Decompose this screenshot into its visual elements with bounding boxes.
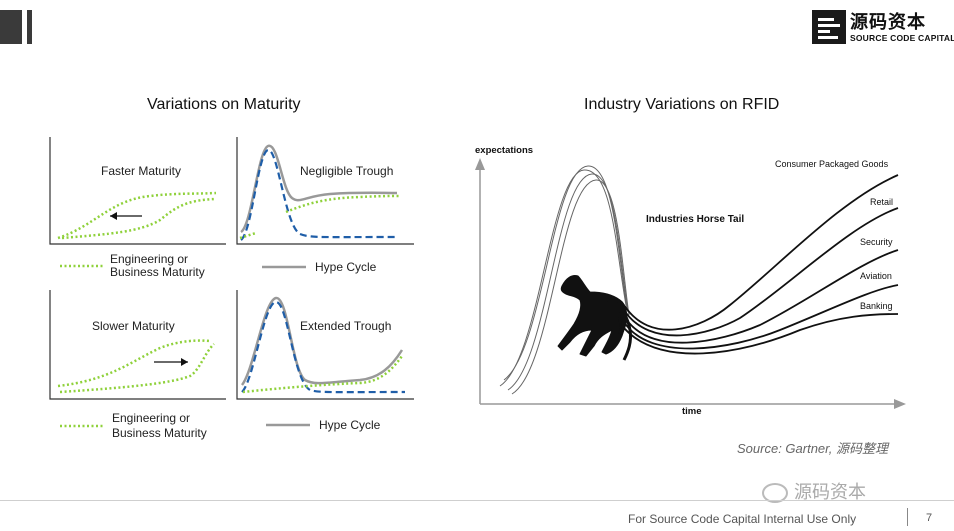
industry-label: Consumer Packaged Goods bbox=[775, 159, 889, 169]
header-bar-narrow bbox=[27, 10, 32, 44]
legend-line: Engineering or bbox=[110, 252, 188, 266]
footer-separator bbox=[907, 508, 908, 526]
legend-maturity-top: Engineering or Business Maturity bbox=[60, 252, 205, 279]
left-section-title: Variations on Maturity bbox=[147, 96, 301, 113]
brand-logo: 源码资本 SOURCE CODE CAPITAL bbox=[812, 8, 954, 46]
panel-faster-maturity: Faster Maturity bbox=[49, 137, 226, 245]
source-note: Source: Gartner, 源码整理 bbox=[737, 441, 888, 456]
brand-name-en: SOURCE CODE CAPITAL bbox=[850, 33, 954, 43]
panel-slower-maturity: Slower Maturity bbox=[49, 290, 226, 400]
panel-label: Faster Maturity bbox=[101, 164, 181, 178]
legend-hype-top: Hype Cycle bbox=[262, 260, 377, 274]
industry-label: Banking bbox=[860, 301, 893, 311]
curve-consumer-packaged-goods bbox=[623, 174, 899, 331]
brand-name-cn: 源码资本 bbox=[850, 12, 926, 33]
right-section-title: Industry Variations on RFID bbox=[584, 96, 780, 113]
legend-line: Business Maturity bbox=[112, 426, 207, 440]
legend-line: Business Maturity bbox=[110, 265, 205, 279]
chat-bubble-icon bbox=[762, 483, 788, 504]
panel-label: Extended Trough bbox=[300, 319, 391, 333]
y-axis-label: expectations bbox=[475, 145, 533, 156]
page-number: 7 bbox=[926, 512, 933, 524]
logo-mark-icon bbox=[812, 10, 846, 44]
panel-label: Negligible Trough bbox=[300, 164, 393, 178]
rfid-diagram: expectations time Industries Horse Tail … bbox=[475, 145, 906, 417]
legend-line: Engineering or bbox=[112, 411, 190, 425]
curve-aviation bbox=[623, 284, 899, 350]
industry-label: Security bbox=[860, 237, 893, 247]
industry-label: Aviation bbox=[860, 271, 892, 281]
legend-label: Engineering or Business Maturity bbox=[110, 252, 205, 279]
legend-label: Hype Cycle bbox=[319, 418, 381, 432]
horse-icon bbox=[557, 275, 632, 361]
panel-label: Slower Maturity bbox=[92, 319, 175, 333]
panel-negligible-trough: Negligible Trough bbox=[236, 137, 414, 245]
legend-maturity-bottom: Engineering or Business Maturity bbox=[60, 411, 207, 440]
x-axis-label: time bbox=[682, 406, 702, 417]
panel-extended-trough: Extended Trough bbox=[236, 290, 414, 400]
header-bar-wide bbox=[0, 10, 22, 44]
legend-label: Engineering or Business Maturity bbox=[112, 411, 207, 440]
industry-label: Retail bbox=[870, 197, 893, 207]
watermark: 源码资本 bbox=[762, 478, 866, 504]
legend-hype-bottom: Hype Cycle bbox=[266, 418, 381, 432]
footer-text: For Source Code Capital Internal Use Onl… bbox=[628, 512, 857, 526]
curve-retail bbox=[623, 207, 899, 337]
annotation-horse-tail: Industries Horse Tail bbox=[646, 214, 744, 225]
curve-banking bbox=[623, 313, 899, 355]
footer-divider bbox=[0, 500, 954, 501]
industry-labels: Consumer Packaged Goods Retail Security … bbox=[775, 159, 893, 311]
legend-label: Hype Cycle bbox=[315, 260, 377, 274]
watermark-text: 源码资本 bbox=[794, 482, 866, 502]
curve-security bbox=[623, 249, 899, 344]
